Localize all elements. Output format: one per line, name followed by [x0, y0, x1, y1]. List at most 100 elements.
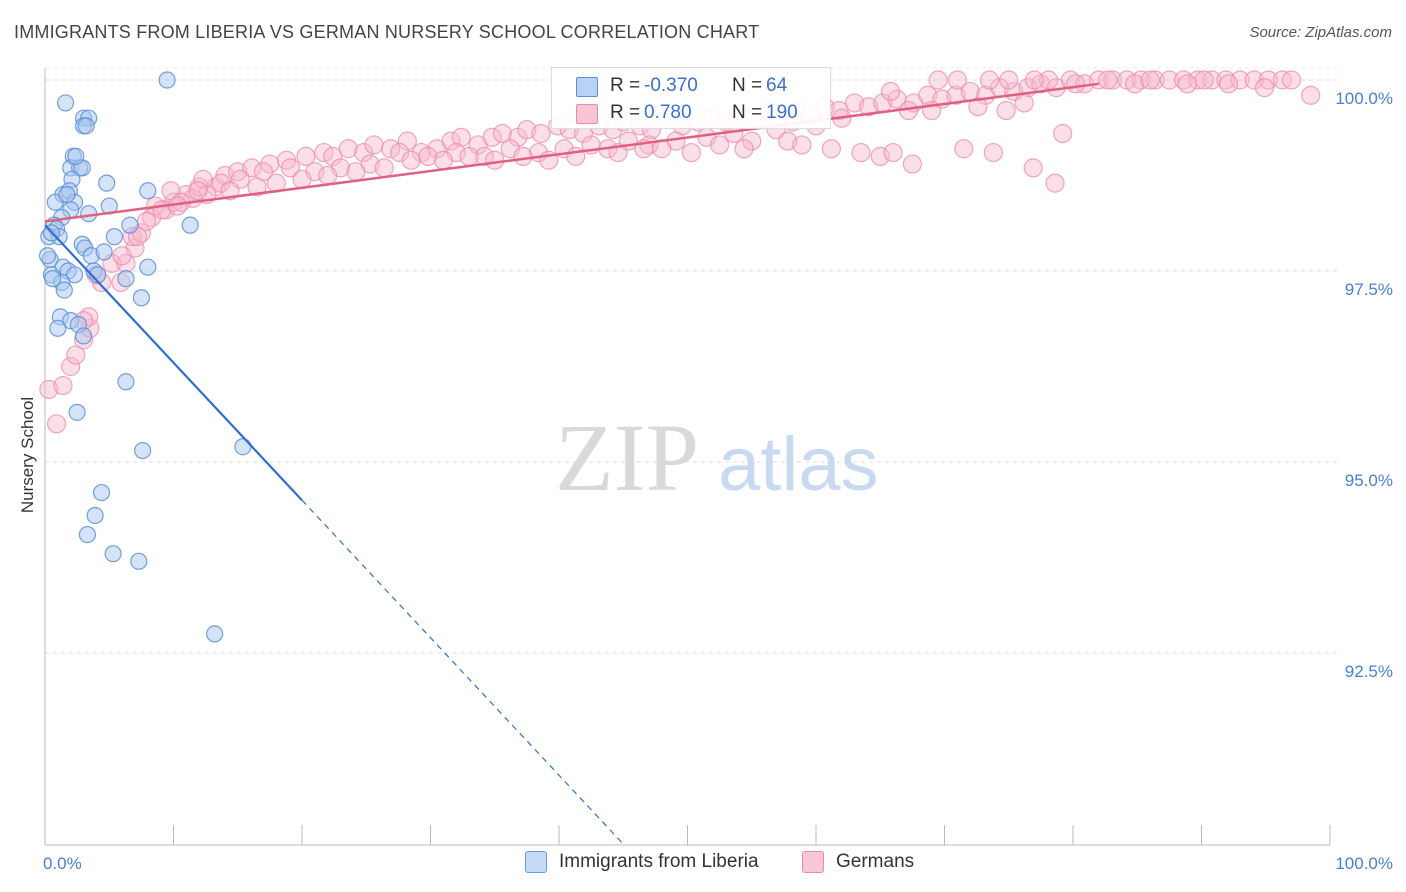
- germans-point: [734, 139, 754, 159]
- germans-point: [742, 131, 762, 151]
- liberia-point: [117, 373, 135, 391]
- germans-point: [374, 158, 394, 178]
- germans-point: [954, 139, 974, 159]
- germans-point: [996, 100, 1016, 121]
- germans-point: [1014, 93, 1034, 113]
- germans-point: [918, 85, 938, 105]
- germans-point: [66, 345, 86, 365]
- legend-r-label: R =: [610, 75, 641, 96]
- legend-row-germans: R = 0.780 N = 190: [552, 100, 830, 126]
- germans-point: [928, 70, 948, 90]
- liberia-trendline: [44, 224, 303, 501]
- germans-trendline: [44, 82, 1099, 223]
- germans-point: [433, 150, 453, 170]
- liberia-point: [206, 625, 224, 643]
- watermark-atlas: atlas: [718, 422, 879, 507]
- germans-point: [1281, 70, 1302, 90]
- germans-point: [193, 169, 213, 189]
- watermark: ZIP atlas: [555, 404, 879, 511]
- liberia-points: [38, 71, 252, 643]
- germans-point: [778, 131, 798, 151]
- legend-n-label: N =: [732, 75, 763, 96]
- germans-point: [1188, 70, 1208, 90]
- y-tick-label: 92.5%: [1345, 662, 1393, 681]
- liberia-point: [158, 71, 176, 89]
- germans-point: [397, 131, 417, 151]
- liberia-point: [44, 270, 62, 288]
- liberia-point: [104, 545, 122, 563]
- series-legend: Immigrants from Liberia Germans: [0, 851, 1406, 879]
- legend-row-liberia: R = -0.370 N = 64: [552, 73, 830, 99]
- germans-point: [1098, 70, 1118, 90]
- y-tick-label: 97.5%: [1345, 280, 1393, 299]
- germans-point: [1173, 70, 1194, 90]
- liberia-point: [49, 319, 67, 337]
- germans-point: [1244, 70, 1264, 90]
- germans-point: [1230, 70, 1250, 90]
- liberia-point: [139, 258, 157, 276]
- germans-point: [1159, 70, 1179, 90]
- germans-point: [710, 135, 730, 155]
- liberia-point: [86, 506, 104, 525]
- germans-point: [1177, 74, 1197, 94]
- germans-point: [401, 150, 421, 170]
- germans-point: [485, 150, 505, 170]
- germans-point: [851, 142, 871, 163]
- liberia-point: [38, 247, 57, 265]
- germans-legend-swatch: [802, 851, 824, 873]
- legend-n-value: 190: [766, 102, 798, 123]
- germans-point: [474, 146, 495, 166]
- germans-point: [1125, 74, 1145, 94]
- liberia-point: [78, 525, 97, 544]
- germans-point: [947, 70, 967, 90]
- liberia-point: [117, 270, 135, 288]
- watermark-zip: ZIP: [555, 404, 699, 511]
- liberia-point: [132, 289, 150, 307]
- legend-r-value: 0.780: [644, 102, 692, 123]
- germans-point: [1218, 74, 1239, 94]
- liberia-trendline-extension: [301, 499, 624, 845]
- liberia-point: [130, 552, 148, 570]
- germans-point: [323, 146, 343, 166]
- germans-point: [531, 123, 551, 144]
- liberia-point: [55, 281, 73, 299]
- legend-item-liberia[interactable]: Immigrants from Liberia: [525, 851, 759, 873]
- germans-point: [513, 146, 533, 166]
- germans-point: [681, 142, 701, 163]
- germans-point: [346, 162, 366, 182]
- germans-point: [517, 120, 537, 140]
- liberia-point: [67, 147, 85, 165]
- germans-point: [451, 127, 471, 147]
- legend-item-germans[interactable]: Germans: [802, 851, 914, 873]
- legend-label-liberia: Immigrants from Liberia: [559, 851, 759, 872]
- germans-point: [492, 123, 513, 144]
- germans-point: [228, 162, 248, 182]
- trendlines: [44, 82, 1099, 845]
- germans-point: [1060, 70, 1081, 90]
- source-label: Source: ZipAtlas.com: [1249, 24, 1392, 41]
- germans-point: [39, 379, 59, 400]
- germans-point: [1145, 70, 1165, 90]
- germans-point: [61, 356, 81, 377]
- germans-point: [1065, 74, 1086, 94]
- liberia-swatch: [576, 77, 598, 97]
- legend-label-germans: Germans: [836, 851, 915, 872]
- germans-point: [188, 181, 208, 201]
- x-tick-label: 0.0%: [43, 854, 82, 873]
- germans-point: [1053, 123, 1073, 144]
- liberia-point: [74, 327, 93, 345]
- liberia-point: [92, 483, 111, 502]
- liberia-point: [134, 441, 152, 460]
- liberia-point: [95, 243, 113, 261]
- tick-labels: 92.5% 95.0% 97.5% 100.0% 0.0% 100.0%: [43, 89, 1393, 873]
- germans-point: [883, 142, 903, 163]
- germans-point: [1254, 78, 1275, 98]
- germans-point: [459, 146, 479, 166]
- germans-point: [1038, 70, 1059, 90]
- germans-point: [247, 177, 267, 197]
- liberia-point: [65, 266, 84, 284]
- germans-point: [859, 97, 879, 117]
- liberia-point: [181, 216, 199, 234]
- germans-point: [1301, 85, 1321, 105]
- y-tick-label: 95.0%: [1345, 471, 1393, 490]
